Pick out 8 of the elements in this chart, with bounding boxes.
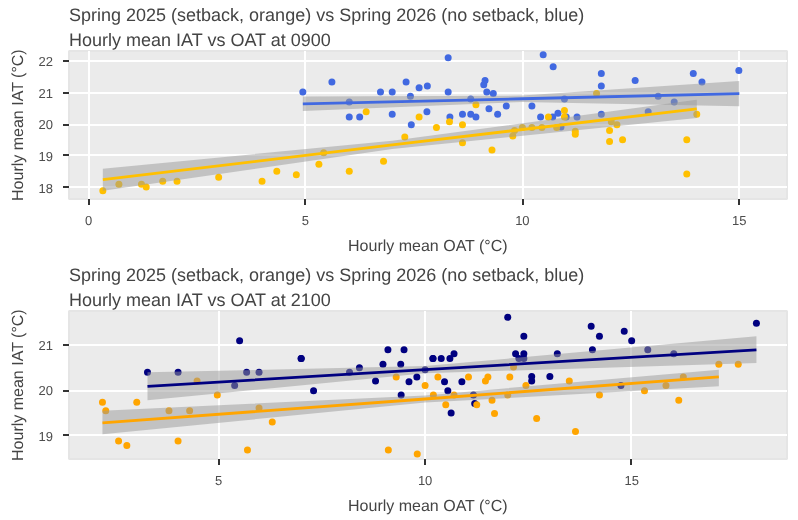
chart-subtitle: Hourly mean IAT vs OAT at 2100 <box>69 290 331 310</box>
chart-subtitle: Hourly mean IAT vs OAT at 0900 <box>69 30 331 50</box>
y-axis-title: Hourly mean IAT (°C) <box>8 308 27 461</box>
x-axis-title: Hourly mean OAT (°C) <box>348 497 509 515</box>
chart-title: Spring 2025 (setback, orange) vs Spring 2026 (no setback, blue) <box>69 265 585 285</box>
y-axis-title: Hourly mean IAT (°C) <box>8 48 27 201</box>
x-axis-title: Hourly mean OAT (°C) <box>348 237 509 255</box>
chart-title: Spring 2025 (setback, orange) vs Spring 2026 (no setback, blue) <box>69 5 585 25</box>
